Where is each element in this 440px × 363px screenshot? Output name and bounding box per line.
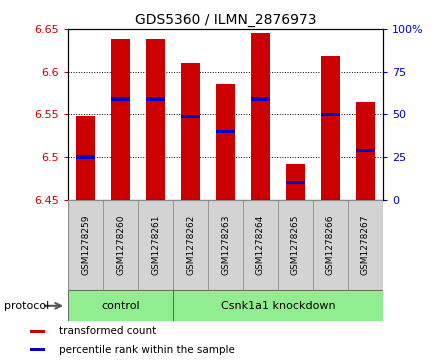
Bar (181, 63, 200, 200)
Title: GDS5360 / ILMN_2876973: GDS5360 / ILMN_2876973 (135, 13, 316, 26)
FancyBboxPatch shape (173, 290, 383, 321)
FancyBboxPatch shape (208, 200, 243, 290)
Text: GSM1278262: GSM1278262 (186, 215, 195, 275)
Text: control: control (101, 301, 140, 311)
Bar (216, 85, 235, 200)
Bar (356, 102, 375, 200)
FancyBboxPatch shape (103, 200, 138, 290)
Bar (286, 181, 305, 184)
FancyBboxPatch shape (138, 200, 173, 290)
Text: Csnk1a1 knockdown: Csnk1a1 knockdown (220, 301, 335, 311)
Bar (251, 97, 270, 101)
Bar (30, 348, 45, 351)
Text: GSM1278265: GSM1278265 (291, 215, 300, 275)
Text: percentile rank within the sample: percentile rank within the sample (59, 345, 235, 355)
Text: GSM1278259: GSM1278259 (81, 215, 90, 275)
Text: GSM1278263: GSM1278263 (221, 215, 230, 275)
Bar (356, 148, 375, 152)
FancyBboxPatch shape (278, 200, 313, 290)
FancyBboxPatch shape (68, 200, 103, 290)
Text: GSM1278266: GSM1278266 (326, 215, 335, 275)
Text: GSM1278260: GSM1278260 (116, 215, 125, 275)
Bar (286, 164, 305, 200)
Bar (181, 114, 200, 118)
Text: GSM1278267: GSM1278267 (361, 215, 370, 275)
Bar (30, 330, 45, 333)
Bar (76, 116, 95, 200)
FancyBboxPatch shape (348, 200, 383, 290)
Bar (321, 56, 340, 200)
Bar (111, 39, 130, 200)
Text: GSM1278264: GSM1278264 (256, 215, 265, 275)
Bar (146, 39, 165, 200)
FancyBboxPatch shape (243, 200, 278, 290)
Bar (76, 155, 95, 159)
FancyBboxPatch shape (68, 290, 173, 321)
FancyBboxPatch shape (173, 200, 208, 290)
Bar (111, 97, 130, 101)
Text: GSM1278261: GSM1278261 (151, 215, 160, 275)
Text: transformed count: transformed count (59, 326, 157, 336)
FancyBboxPatch shape (313, 200, 348, 290)
Bar (251, 33, 270, 200)
Bar (321, 113, 340, 116)
Text: protocol: protocol (4, 301, 50, 311)
Bar (216, 130, 235, 133)
Bar (146, 97, 165, 101)
